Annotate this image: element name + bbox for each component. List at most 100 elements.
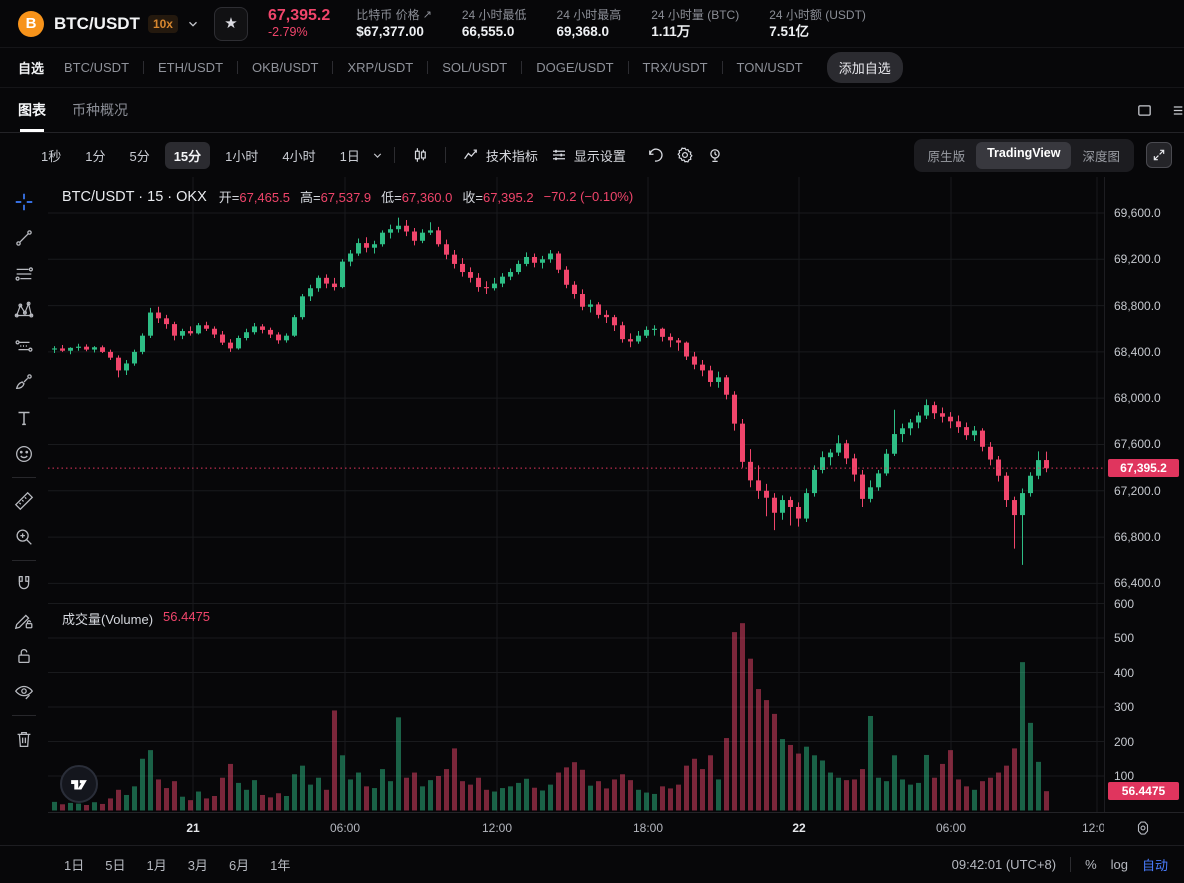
market-stat: 比特币 价格 ↗ $67,377.00 xyxy=(356,7,432,40)
price-tick: 69,600.0 xyxy=(1114,206,1161,220)
range-selector: 1日 5日 1月 3月 6月 1年 xyxy=(64,855,290,874)
external-link-icon[interactable]: ↗ xyxy=(422,9,432,21)
panel-layout-icon[interactable] xyxy=(1136,102,1153,119)
pairs-bar: 自选 BTC/USDT ETH/USDT OKB/USDT XRP/USDT SOL/U… xyxy=(0,48,1184,88)
volume-legend: 成交量(Volume) 56.4475 xyxy=(62,609,210,628)
pair-tab-sol-usdt[interactable]: SOL/USDT xyxy=(442,60,508,75)
alarm-button[interactable] xyxy=(700,142,730,168)
close-value: 67,395.2 xyxy=(482,190,534,205)
range-1年[interactable]: 1年 xyxy=(270,858,291,873)
interval-4小时[interactable]: 4小时 xyxy=(282,148,316,164)
pair-tab-ton-usdt[interactable]: TON/USDT xyxy=(736,60,803,75)
volume-tick: 400 xyxy=(1114,665,1135,680)
price-tick: 68,000.0 xyxy=(1114,391,1161,406)
range-5日[interactable]: 5日 xyxy=(105,858,126,873)
pair-divider xyxy=(521,61,523,74)
magnet-tool-button[interactable] xyxy=(7,567,41,601)
pair-tab-eth-usdt[interactable]: ETH/USDT xyxy=(158,60,224,75)
trend-line-tool-button[interactable] xyxy=(7,221,41,255)
view-tab-1[interactable]: 币种概况 xyxy=(72,102,128,118)
mode-深度图[interactable]: 深度图 xyxy=(1082,149,1120,164)
pair-divider xyxy=(237,61,239,74)
interval-1分[interactable]: 1分 xyxy=(85,148,106,164)
view-tab-0[interactable]: 图表 xyxy=(18,88,46,132)
interval-1日[interactable]: 1日 xyxy=(339,148,360,164)
text-tool-button[interactable] xyxy=(7,401,41,435)
market-stat: 24 小时量 (BTC) 1.11万 xyxy=(651,7,739,40)
zoom-in-tool-button[interactable] xyxy=(7,520,41,554)
price-tick: 66,800.0 xyxy=(1114,530,1161,545)
candle-style-button[interactable] xyxy=(405,142,435,168)
range-3月[interactable]: 3月 xyxy=(187,858,208,873)
star-icon: ★ xyxy=(224,15,238,32)
lock-drawings-button[interactable] xyxy=(7,639,41,673)
display-settings-label: 显示设置 xyxy=(573,148,626,164)
clock-utc[interactable]: 09:42:01 (UTC+8) xyxy=(951,857,1057,872)
display-settings-button[interactable]: 显示设置 xyxy=(544,142,632,169)
fullscreen-icon[interactable] xyxy=(1146,142,1172,168)
high-label: 高= xyxy=(299,190,321,205)
tab-watchlist[interactable]: 自选 xyxy=(18,61,45,76)
chart-pane: BTC/USDT · 15 · OKX 开=67,465.5 高=67,537.… xyxy=(48,177,1104,812)
range-1日[interactable]: 1日 xyxy=(64,858,85,873)
interval-more-chevron-icon[interactable] xyxy=(371,149,384,162)
instrument-header: B BTC/USDT 10x ★ 67,395.2 -2.79% 比特币 价格 ↗… xyxy=(0,0,1184,48)
timezone-settings-icon[interactable] xyxy=(1134,819,1152,837)
scale-log[interactable]: log xyxy=(1110,857,1128,872)
candlestick-chart[interactable] xyxy=(48,177,1104,812)
brush-tool-button[interactable] xyxy=(7,365,41,399)
time-axis[interactable]: 21 06:00 12:00 18:00 22 06:00 12:00 xyxy=(48,812,1184,845)
time-label: 12:00 xyxy=(481,821,513,835)
tools-divider xyxy=(12,560,36,561)
chart-settings-gear-icon[interactable] xyxy=(670,142,700,168)
volume-tick: 600 xyxy=(1114,596,1135,611)
mode-tradingview[interactable]: TradingView xyxy=(976,141,1072,169)
crosshair-tool-button[interactable] xyxy=(7,185,41,219)
tools-divider xyxy=(12,715,36,716)
last-price: 67,395.2 xyxy=(267,7,331,24)
fib-retracement-tool-button[interactable] xyxy=(7,257,41,291)
pair-tab-btc-usdt[interactable]: BTC/USDT xyxy=(64,60,130,75)
leverage-badge[interactable]: 10x xyxy=(147,14,178,33)
measure-tool-button[interactable] xyxy=(7,484,41,518)
scale-自动[interactable]: 自动 xyxy=(1141,858,1168,873)
interval-1小时[interactable]: 1小时 xyxy=(225,148,259,164)
pair-tab-xrp-usdt[interactable]: XRP/USDT xyxy=(347,60,414,75)
tools-divider xyxy=(12,477,36,478)
xabcd-pattern-tool-button[interactable] xyxy=(7,293,41,327)
add-favorite-button[interactable]: 添加自选 xyxy=(826,52,903,83)
stat-label: 24 小时最高 xyxy=(556,8,622,22)
chevron-down-icon[interactable] xyxy=(186,17,200,31)
drawing-mode-lock-button[interactable] xyxy=(7,603,41,637)
volume-tick: 300 xyxy=(1114,700,1135,714)
pair-tab-doge-usdt[interactable]: DOGE/USDT xyxy=(536,60,614,75)
price-axis[interactable]: 69,600.0 69,200.0 68,800.0 68,400.0 68,000.0… xyxy=(1104,177,1184,812)
last-volume-tag: 56.4475 xyxy=(1108,782,1179,801)
pair-tab-trx-usdt[interactable]: TRX/USDT xyxy=(642,60,708,75)
range-6月[interactable]: 6月 xyxy=(228,858,250,873)
mode-原生版[interactable]: 原生版 xyxy=(927,149,966,164)
pair-title[interactable]: BTC/USDT xyxy=(54,13,140,33)
hide-drawings-button[interactable] xyxy=(7,675,41,709)
pair-tab-okb-usdt[interactable]: OKB/USDT xyxy=(252,60,319,75)
scale-toggles: % log 自动 xyxy=(1085,855,1168,874)
tradingview-logo[interactable] xyxy=(60,765,98,803)
emoji-tool-button[interactable] xyxy=(7,437,41,471)
remove-drawings-trash-button[interactable] xyxy=(7,722,41,756)
interval-15分[interactable]: 15分 xyxy=(164,141,211,169)
long-position-tool-button[interactable] xyxy=(7,329,41,363)
interval-5分[interactable]: 5分 xyxy=(129,148,150,164)
list-menu-icon[interactable] xyxy=(1171,102,1184,119)
ohlc-legend: BTC/USDT · 15 · OKX 开=67,465.5 高=67,537.… xyxy=(62,187,633,206)
price-tick: 67,200.0 xyxy=(1114,483,1161,498)
replay-button[interactable] xyxy=(640,142,670,168)
view-tabs-actions xyxy=(1136,102,1184,119)
indicators-button[interactable]: 技术指标 xyxy=(456,142,544,169)
range-1月[interactable]: 1月 xyxy=(146,858,167,873)
market-stats: 比特币 价格 ↗ $67,377.00 24 小时最低 66,555.0 24 小时最高 6… xyxy=(356,7,866,40)
favorite-button[interactable]: ★ xyxy=(213,6,248,41)
interval-1秒[interactable]: 1秒 xyxy=(41,148,62,164)
volume-tick: 200 xyxy=(1114,734,1135,749)
ticker-price-block: 67,395.2 -2.79% xyxy=(268,7,330,40)
scale-%[interactable]: % xyxy=(1085,857,1097,872)
